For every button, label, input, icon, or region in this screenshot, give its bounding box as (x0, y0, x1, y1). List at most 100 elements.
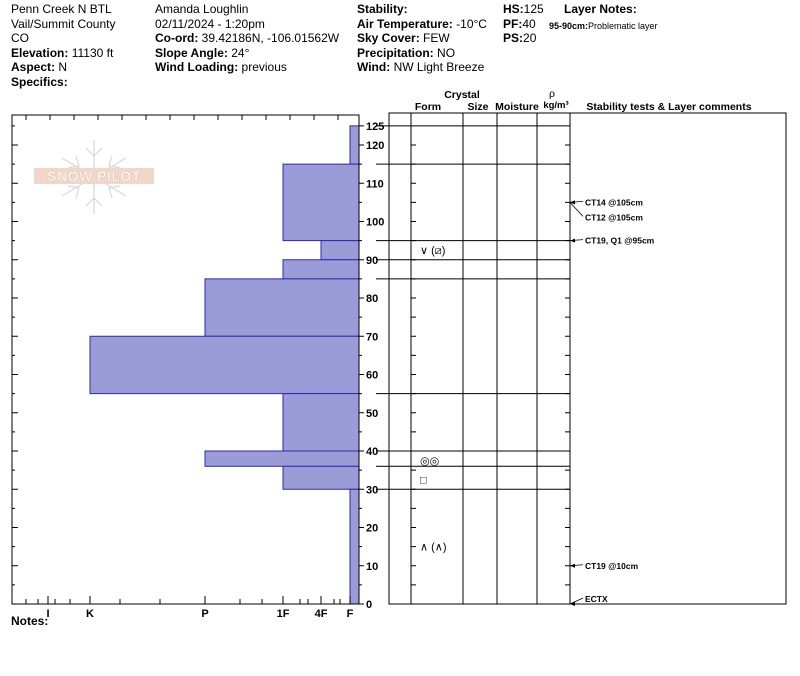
precip-label: Precipitation: (357, 45, 434, 60)
hardness-bar-5 (89, 335, 360, 395)
location-name: Penn Creek N BTL (11, 2, 112, 16)
sky-label: Sky Cover: (357, 31, 420, 45)
table-right-ticks (411, 144, 570, 586)
depth-label-10: 10 (366, 561, 378, 573)
snowpilot-watermark: SNOW PILOT (34, 140, 154, 214)
stability-arrow-icon (570, 200, 575, 205)
hardness-bar-9 (349, 488, 360, 605)
crystal-form-0: ∨ (⧄) (420, 245, 445, 257)
wind-row: Wind: NW Light Breeze (357, 60, 487, 75)
stability-leader-1 (569, 202, 584, 217)
watermark-text: SNOW PILOT (47, 168, 141, 184)
slope-value: 24° (231, 45, 250, 60)
depth-label-20: 20 (366, 523, 378, 535)
moisture-header: Moisture (495, 101, 539, 113)
elevation-label: Elevation: (11, 45, 69, 60)
elevation-value: 11130 ft (71, 45, 114, 60)
density-unit-header: kg/m³ (543, 100, 568, 111)
wind-label: Wind: (357, 60, 391, 74)
layer-notes-title: Layer Notes: (564, 2, 637, 16)
specifics-row: Specifics: (11, 75, 115, 90)
depth-label-0: 0 (366, 599, 372, 611)
stability-test-1: CT12 @105cm (585, 212, 643, 222)
crystal-form-3: ∧ (∧) (420, 542, 447, 554)
hardness-bar-0 (349, 125, 360, 165)
elevation-row: Elevation: 11130 ft (11, 46, 115, 61)
hardness-bars (89, 125, 360, 605)
wind-value: NW Light Breeze (393, 60, 485, 74)
slope-row: Slope Angle: 24° (155, 46, 339, 61)
stability-test-2: CT19, Q1 @95cm (585, 236, 655, 246)
depth-label-40: 40 (366, 446, 378, 458)
hardness-axis: I K P 1F 4F F (25, 596, 354, 620)
hardness-label-F: F (347, 608, 354, 620)
crystal-header: Crystal (444, 89, 480, 101)
hardness-bar-6 (282, 393, 360, 452)
hardness-bar-1 (282, 163, 360, 242)
stability-leader-4 (569, 597, 584, 605)
layer-table (376, 112, 787, 605)
form-header: Form (415, 101, 441, 113)
pf-row: PF:40 (503, 17, 544, 32)
ps-label: PS: (503, 31, 524, 45)
air-temp-value: -10°C (456, 16, 487, 31)
hs-row: HS:125 (503, 2, 544, 17)
depth-label-120: 120 (366, 140, 384, 152)
observer-info: Amanda Loughlin 02/11/2024 - 1:20pm Co-o… (155, 2, 339, 75)
stability-test-4: ECTX (585, 594, 608, 604)
stability-tests: CT14 @105cm CT12 @105cm CT19, Q1 @95cm CT19… (569, 197, 655, 606)
hs-label: HS: (503, 2, 524, 16)
depth-label-50: 50 (366, 408, 378, 420)
coord-row: Co-ord: 39.42186N, -106.01562W (155, 31, 339, 46)
rho-header: ρ (549, 88, 555, 100)
coord-label: Co-ord: (155, 31, 199, 45)
region-name: Vail/Summit County (11, 16, 116, 31)
depth-label-80: 80 (366, 293, 378, 305)
depth-label-30: 30 (366, 484, 378, 496)
hardness-bar-3 (282, 259, 360, 280)
depth-label-70: 70 (366, 331, 378, 343)
crystal-form-2: □ (420, 475, 427, 487)
ps-row: PS:20 (503, 31, 544, 46)
crystal-forms: ∨ (⧄) ◎◎ □ ∧ (∧) (420, 245, 447, 553)
hardness-bar-2 (320, 240, 360, 261)
wind-loading-value: previous (241, 60, 287, 74)
stability-row: Stability: (357, 2, 487, 17)
observer-name: Amanda Loughlin (155, 2, 249, 16)
hardness-bar-7 (204, 450, 360, 467)
layer-note-range: 95-90cm: (549, 21, 589, 31)
stability-arrow-icon (570, 238, 575, 243)
stability-arrow-icon (570, 563, 575, 568)
depth-label-125: 125 (366, 121, 384, 133)
hardness-bar-4 (204, 278, 360, 337)
table-frame (388, 112, 787, 605)
hardness-label-4F: 4F (315, 608, 328, 620)
size-header: Size (467, 101, 488, 113)
site-info: Penn Creek N BTL Vail/Summit County CO E… (11, 2, 115, 89)
stability-test-3: CT19 @10cm (585, 561, 639, 571)
depth-label-110: 110 (366, 178, 384, 190)
aspect-label: Aspect: (11, 60, 56, 74)
sky-row: Sky Cover: FEW (357, 31, 487, 46)
aspect-value: N (58, 60, 68, 74)
layer-notes: Layer Notes: (564, 2, 637, 17)
crystal-form-1: ◎◎ (420, 456, 439, 468)
air-temp-label: Air Temperature: (357, 16, 453, 31)
state-name: CO (11, 31, 29, 45)
coord-value: 39.42186N, -106.01562W (201, 31, 340, 45)
stability-arrow-icon (570, 602, 575, 606)
depth-axis: 0 10 20 30 40 50 60 70 80 90 100 110 120 125 (358, 115, 384, 611)
wind-loading-row: Wind Loading: previous (155, 60, 339, 75)
air-temp-row: Air Temperature: -10°C (357, 17, 487, 32)
layer-note-row: 95-90cm:Problematic layer (549, 19, 658, 34)
notes-label: Notes: (11, 614, 48, 628)
snowpack-info: HS:125 PF:40 PS:20 (503, 2, 544, 46)
layer-note-text: Problematic layer (588, 21, 658, 31)
precip-row: Precipitation: NO (357, 46, 487, 61)
wind-loading-label: Wind Loading: (155, 60, 239, 74)
weather-info: Stability: Air Temperature: -10°C Sky Co… (357, 2, 487, 75)
pf-value: 40 (522, 16, 536, 31)
watermark-band (34, 168, 154, 184)
hs-value: 125 (523, 2, 544, 16)
